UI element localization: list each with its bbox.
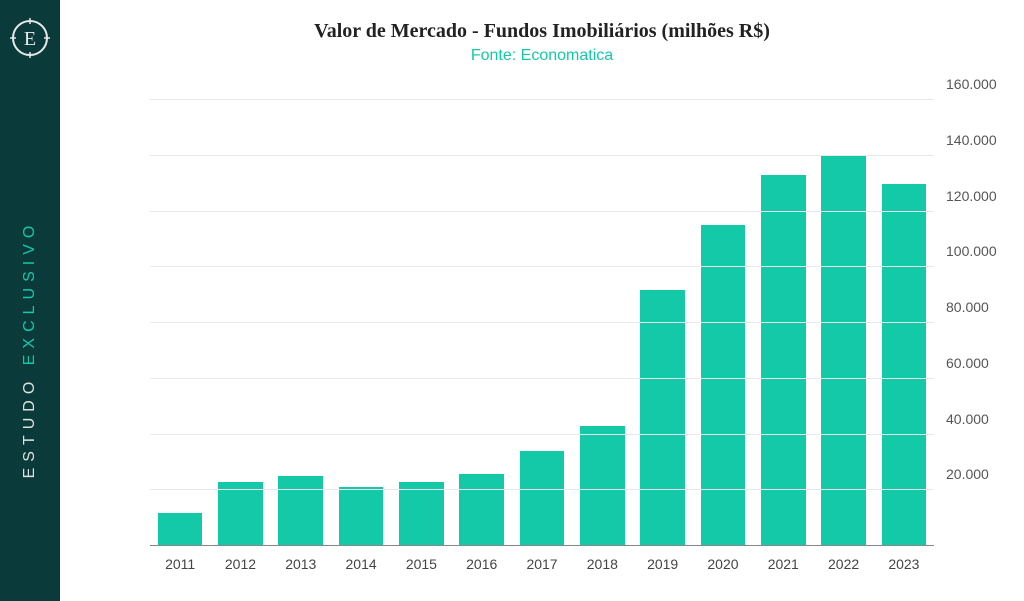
y-tick-label: 20.000 <box>946 466 989 482</box>
y-tick-label: 40.000 <box>946 411 989 427</box>
bar <box>459 474 504 546</box>
y-tick-label: 100.000 <box>946 243 997 259</box>
gridline <box>150 378 934 379</box>
bar-slot <box>753 100 813 546</box>
x-tick-label: 2013 <box>271 556 331 572</box>
bar <box>520 451 565 546</box>
chart-subtitle: Fonte: Economatica <box>90 47 994 65</box>
x-tick-label: 2017 <box>512 556 572 572</box>
y-tick-label: 60.000 <box>946 355 989 371</box>
gridline <box>150 211 934 212</box>
bar-slot <box>331 100 391 546</box>
x-tick-label: 2012 <box>210 556 270 572</box>
bar <box>339 487 384 546</box>
bar <box>882 184 927 546</box>
brand-logo-icon: E <box>10 18 50 58</box>
y-tick-label: 160.000 <box>946 76 997 92</box>
bar <box>218 482 263 546</box>
bar-slot <box>210 100 270 546</box>
bar <box>640 290 685 546</box>
x-tick-label: 2022 <box>813 556 873 572</box>
bar <box>580 426 625 546</box>
gridline <box>150 155 934 156</box>
bar <box>701 225 746 546</box>
gridline <box>150 489 934 490</box>
bar-slot <box>452 100 512 546</box>
y-tick-label: 120.000 <box>946 188 997 204</box>
gridline <box>150 322 934 323</box>
bar <box>158 513 203 546</box>
sidebar-word-2: EXCLUSIVO <box>21 220 38 366</box>
x-tick-label: 2021 <box>753 556 813 572</box>
x-tick-label: 2023 <box>874 556 934 572</box>
bar-slot <box>813 100 873 546</box>
chart-area: 20.00040.00060.00080.000100.000120.00014… <box>150 100 934 546</box>
bar <box>761 175 806 546</box>
y-tick-label: 80.000 <box>946 299 989 315</box>
gridline <box>150 266 934 267</box>
x-tick-label: 2016 <box>452 556 512 572</box>
bar-slot <box>874 100 934 546</box>
bar <box>278 476 323 546</box>
bar-slot <box>693 100 753 546</box>
x-tick-label: 2014 <box>331 556 391 572</box>
brand-logo-letter: E <box>24 28 36 50</box>
sidebar-vertical-label: ESTUDO EXCLUSIVO <box>21 220 39 479</box>
x-tick-label: 2011 <box>150 556 210 572</box>
bar <box>399 482 444 546</box>
main-panel: Valor de Mercado - Fundos Imobiliários (… <box>60 0 1024 601</box>
bars-container <box>150 100 934 546</box>
gridline <box>150 99 934 100</box>
bar-slot <box>271 100 331 546</box>
bar-slot <box>150 100 210 546</box>
gridline <box>150 434 934 435</box>
x-axis-labels: 2011201220132014201520162017201820192020… <box>150 556 934 572</box>
bar-slot <box>391 100 451 546</box>
bar-slot <box>633 100 693 546</box>
chart-title: Valor de Mercado - Fundos Imobiliários (… <box>90 20 994 43</box>
y-tick-label: 140.000 <box>946 132 997 148</box>
x-axis-baseline <box>150 545 934 546</box>
x-tick-label: 2015 <box>391 556 451 572</box>
plot-region: 20.00040.00060.00080.000100.000120.00014… <box>150 100 934 546</box>
x-tick-label: 2018 <box>572 556 632 572</box>
bar-slot <box>572 100 632 546</box>
x-tick-label: 2019 <box>633 556 693 572</box>
bar-slot <box>512 100 572 546</box>
sidebar-word-1: ESTUDO <box>21 376 38 479</box>
bar <box>821 156 866 546</box>
x-tick-label: 2020 <box>693 556 753 572</box>
sidebar: E ESTUDO EXCLUSIVO <box>0 0 60 601</box>
